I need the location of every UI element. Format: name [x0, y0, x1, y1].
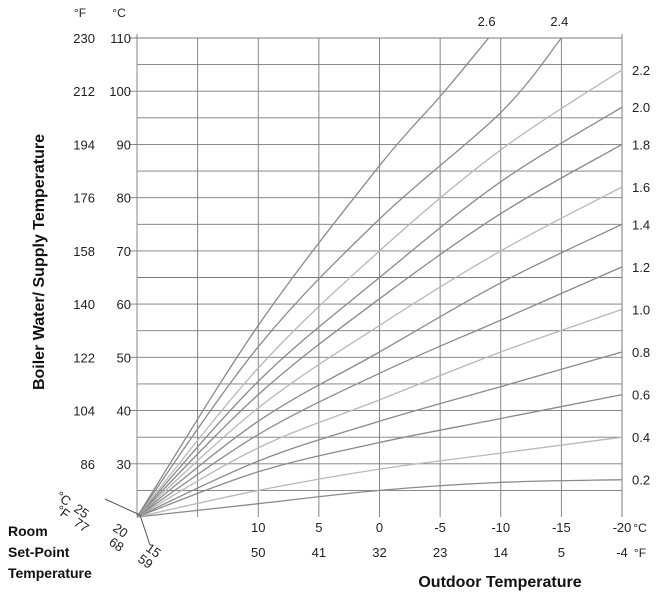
curve-label-2-2: 2.2 — [632, 63, 650, 78]
room-tick-f-77: 77 — [71, 515, 91, 536]
curve-label-1-2: 1.2 — [632, 260, 650, 275]
y-tick-f: 140 — [73, 297, 95, 312]
y-tick-c: 50 — [117, 350, 131, 365]
x-tick-f: 5 — [558, 545, 565, 560]
y-tick-c: 90 — [117, 137, 131, 152]
room-label-line-3: Temperature — [8, 565, 92, 581]
x-tick-f: 50 — [251, 545, 265, 560]
curve-label-2-6: 2.6 — [478, 14, 496, 29]
x-tick-f: -4 — [616, 545, 628, 560]
heating-curve-2-4 — [136, 37, 562, 518]
y-tick-c: 60 — [117, 297, 131, 312]
y-tick-c: 110 — [110, 31, 131, 46]
curve-label-0-6: 0.6 — [632, 388, 650, 403]
y-tick-f: 104 — [73, 404, 95, 419]
y-tick-c: 100 — [109, 84, 131, 99]
curve-label-1-0: 1.0 — [632, 302, 650, 317]
x-tick-c: -15 — [552, 520, 571, 535]
y-tick-c: 70 — [117, 244, 131, 259]
room-unit-c-label: °C — [53, 488, 74, 509]
y-tick-f: 194 — [73, 137, 95, 152]
room-tick-c-25: 25 — [71, 501, 91, 522]
heating-curve-0-2 — [136, 479, 623, 518]
curve-label-1-4: 1.4 — [632, 217, 650, 232]
y-tick-f: 86 — [81, 457, 95, 472]
heating-curve-2-2 — [136, 69, 623, 518]
curve-label-0-4: 0.4 — [632, 430, 650, 445]
y-tick-c: 30 — [117, 457, 131, 472]
y-axis-title: Boiler Water/ Supply Temperature — [31, 134, 48, 390]
curve-label-0-8: 0.8 — [632, 345, 650, 360]
x-unit-f-label: °F — [634, 546, 646, 560]
room-tick-c-20: 20 — [110, 520, 130, 541]
x-tick-c: -5 — [434, 520, 446, 535]
room-setpoint-title: Room Set-Point Temperature — [8, 523, 92, 581]
heating-curve-2-6 — [136, 37, 490, 518]
x-axis-title: Outdoor Temperature — [418, 574, 581, 591]
room-label-line-2: Set-Point — [8, 544, 70, 560]
heating-curve-1-2 — [136, 266, 623, 518]
y-tick-f: 212 — [73, 84, 95, 99]
y-tick-c: 80 — [117, 191, 131, 206]
x-tick-c: 5 — [315, 520, 322, 535]
heating-curve-1-0 — [136, 308, 623, 518]
room-label-line-1: Room — [8, 523, 48, 539]
heating-curve-2-0 — [136, 106, 623, 518]
room-scale-line — [139, 514, 151, 546]
x-tick-c: 10 — [251, 520, 265, 535]
y-tick-f: 122 — [73, 350, 95, 365]
curve-labels: 0.2 0.4 0.6 0.8 1.0 1.2 1.4 1.6 1.8 2.0 2.2 2.4 2.6 — [478, 14, 650, 488]
x-tick-f: 14 — [494, 545, 508, 560]
heating-curve-1-6 — [136, 186, 623, 518]
curve-label-0-2: 0.2 — [632, 473, 650, 488]
y-tick-f: 230 — [73, 31, 95, 46]
x-tick-f: 32 — [372, 545, 386, 560]
x-tick-f: 23 — [433, 545, 447, 560]
y-unit-c-label: °C — [112, 6, 126, 20]
x-tick-c: -10 — [491, 520, 510, 535]
heating-curve-0-6 — [136, 393, 623, 518]
heating-curve-1-8 — [136, 143, 623, 518]
curve-label-2-4: 2.4 — [550, 14, 568, 29]
heating-curve-1-4 — [136, 223, 623, 518]
curve-label-1-6: 1.6 — [632, 180, 650, 195]
heating-curves — [136, 37, 623, 518]
x-unit-c-label: °C — [633, 521, 647, 535]
x-tick-c: 0 — [376, 520, 383, 535]
y-tick-f: 176 — [73, 191, 95, 206]
grid — [129, 34, 623, 517]
room-tick-f-68: 68 — [106, 534, 126, 555]
y-tick-f: 158 — [73, 244, 95, 259]
room-unit-f-label: °F — [53, 502, 72, 522]
room-scale-line — [104, 498, 141, 516]
y-unit-f-label: °F — [74, 6, 86, 20]
room-tick-c-15: 15 — [143, 540, 163, 561]
heating-curve-0-4 — [136, 436, 623, 518]
curve-label-1-8: 1.8 — [632, 137, 650, 152]
x-tick-f: 41 — [312, 545, 326, 560]
x-tick-c: -20 — [613, 520, 632, 535]
y-tick-c: 40 — [117, 404, 131, 419]
curve-label-2-0: 2.0 — [632, 100, 650, 115]
room-tick-f-59: 59 — [135, 551, 155, 572]
room-setpoint-scale: °C 25 °F 77 20 68 15 59 — [53, 488, 163, 572]
heating-curve-0-8 — [136, 351, 623, 518]
